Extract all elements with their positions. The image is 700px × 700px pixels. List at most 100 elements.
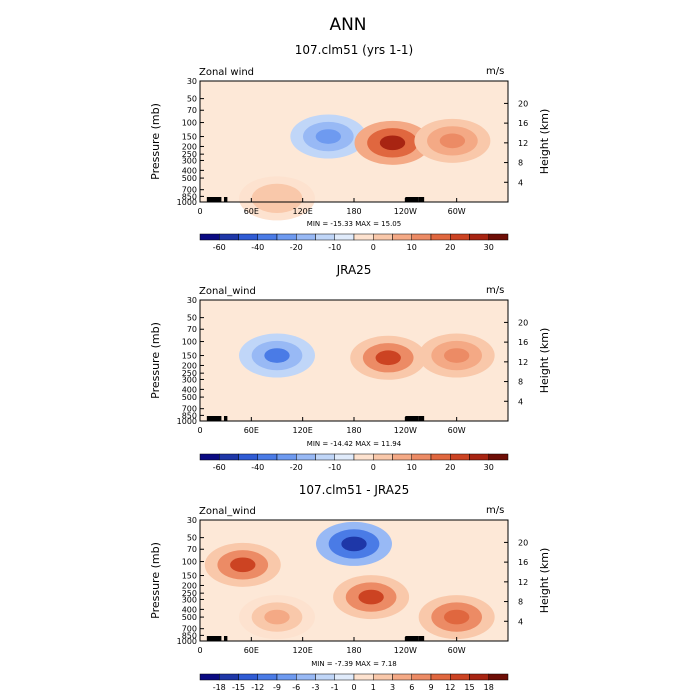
colorbar-label: -60 [213,243,226,252]
contour-feature [315,129,342,144]
x-tick-label: 180 [346,646,361,655]
panel-2-variable-label: Zonal_wind [199,286,256,297]
y-tick-label: 30 [187,77,197,86]
panel-2-units: m/s [486,285,504,296]
y-tick-label: 300 [182,156,197,165]
panel-1-plot: 0 60E 120E 180 120W 60W3050701001502002503004… [149,77,551,221]
y-right-tick-label: 12 [518,578,528,587]
panel-3-plot: 0 60E 120E 180 120W 60W3050701001502002503004… [149,516,551,655]
panel-1-variable-label: Zonal wind [199,67,254,78]
y-right-tick-label: 4 [518,617,523,626]
y-tick-label: 850 [182,411,197,420]
y-tick-label: 150 [182,572,197,581]
terrain-block [405,197,419,202]
colorbar-label: 3 [390,683,395,692]
y-tick-label: 700 [182,186,197,195]
y-tick-label: 400 [182,385,197,394]
y-axis-right-label: Height (km) [538,328,551,394]
panel-3-colorbar: -18 -15 -12 -9 -6 -3 -1 0 1 3 6 9 12 15 18 [199,673,509,692]
colorbar-swatch [296,673,316,681]
x-tick-label: 120W [394,426,417,435]
colorbar-label: -20 [290,243,303,252]
panel-3: 107.clm51 - JRA25 Zonal_wind m/s 0 60E 120… [149,483,551,692]
y-tick-label: 500 [182,393,197,402]
y-tick-label: 70 [187,106,197,115]
colorbar-swatch [469,233,489,241]
x-tick-label: 60E [244,646,259,655]
terrain-block [418,416,425,421]
colorbar-swatch [450,453,470,461]
y-right-tick-label: 8 [518,598,523,607]
y-right-tick-label: 16 [518,558,528,567]
terrain-block [206,197,222,202]
x-tick-label: 0 [197,646,202,655]
colorbar-label: 0 [371,243,376,252]
colorbar-swatch [411,673,432,681]
y-tick-label: 50 [187,95,197,104]
colorbar-swatch [257,453,278,461]
colorbar-swatch [430,453,451,461]
terrain-block [405,416,419,421]
terrain-block [206,636,222,641]
colorbar-swatch [392,673,412,681]
panel-3-stats: MIN = -7.39 MAX = 7.18 [311,660,397,668]
terrain-block [223,197,228,202]
panel-2-colorbar: -60 -40 -20 -10 0 10 20 30 [199,453,509,472]
colorbar-label: 20 [445,243,455,252]
y-tick-label: 100 [182,119,197,128]
panel-2: JRA25 Zonal_wind m/s 0 60E 120E 180 120W 60W 3… [149,263,551,472]
colorbar-swatch [392,233,412,241]
panel-1-title: 107.clm51 (yrs 1-1) [295,43,414,57]
colorbar-label: 1 [371,683,376,692]
colorbar-swatch [488,453,509,461]
y-right-tick-label: 20 [518,318,528,327]
colorbar-swatch [238,233,258,241]
y-right-tick-label: 20 [518,99,528,108]
y-tick-label: 150 [182,133,197,142]
y-right-tick-label: 20 [518,538,528,547]
colorbar-swatch [296,453,316,461]
x-tick-label: 120E [293,426,313,435]
colorbar-swatch [199,453,220,461]
contour-feature [264,191,290,206]
panel-3-variable-label: Zonal_wind [199,506,256,517]
y-axis-label: Pressure (mb) [149,322,162,399]
y-tick-label: 850 [182,192,197,201]
panel-1-units: m/s [486,66,504,77]
y-tick-label: 100 [182,558,197,567]
colorbar-swatch [219,453,239,461]
contour-feature [444,348,470,363]
y-tick-label: 400 [182,166,197,175]
terrain-block [418,636,425,641]
y-tick-label: 200 [182,581,197,590]
panel-2-title: JRA25 [336,263,372,277]
y-tick-label: 70 [187,325,197,334]
x-tick-label: 120W [394,207,417,216]
x-tick-label: 180 [346,426,361,435]
contour-feature [439,133,466,149]
colorbar-label: 18 [484,683,494,692]
y-right-tick-label: 4 [518,397,523,406]
x-tick-label: 60W [448,646,466,655]
colorbar-label: 10 [407,463,417,472]
y-tick-label: 200 [182,142,197,151]
y-tick-label: 300 [182,595,197,604]
colorbar-swatch [373,233,393,241]
colorbar-swatch [296,233,316,241]
y-right-tick-label: 8 [518,378,523,387]
panel-3-title: 107.clm51 - JRA25 [299,483,409,497]
contour-feature [375,350,401,366]
y-tick-label: 250 [182,369,197,378]
colorbar-swatch [238,673,258,681]
contour-feature [264,348,290,363]
colorbar-swatch [334,453,355,461]
colorbar-label: -18 [213,683,226,692]
contour-feature [444,609,470,625]
y-tick-label: 400 [182,605,197,614]
x-tick-label: 0 [197,207,202,216]
colorbar-swatch [469,673,489,681]
colorbar-swatch [315,673,335,681]
colorbar-label: 6 [409,683,414,692]
y-tick-label: 700 [182,405,197,414]
